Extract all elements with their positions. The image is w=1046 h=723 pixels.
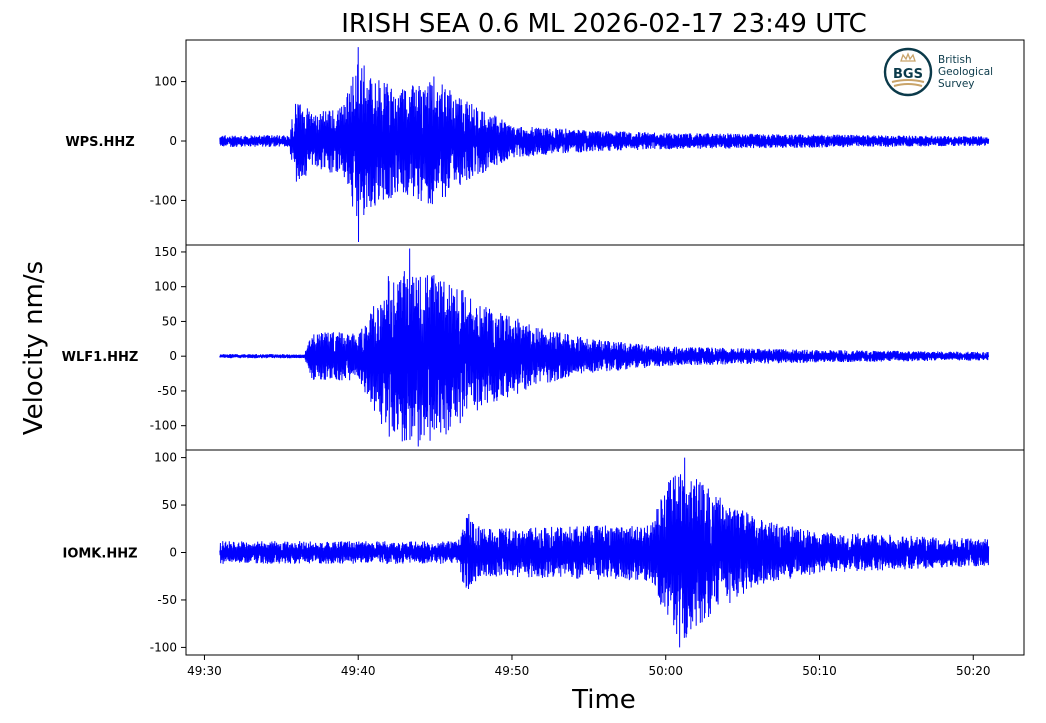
y-tick-label: 50 (162, 498, 177, 512)
y-tick-label: 100 (154, 280, 177, 294)
y-tick-label: 50 (162, 314, 177, 328)
y-tick-label: 0 (169, 349, 177, 363)
y-tick-label: 100 (154, 75, 177, 89)
panel-wlf1-hhz: 150 100 50 0 -50 -100 WLF1.HHZ (62, 244, 1025, 451)
waveform-iomk-hhz (219, 457, 990, 648)
bgs-logo-wave-2 (893, 83, 923, 87)
y-tick-label: -50 (157, 384, 177, 398)
x-tick-label: 50:00 (648, 664, 683, 678)
chart-title: IRISH SEA 0.6 ML 2026-02-17 23:49 UTC (341, 9, 867, 39)
x-tick-label: 50:10 (802, 664, 837, 678)
x-tick-label: 50:20 (956, 664, 991, 678)
bgs-logo-abbr: BGS (893, 67, 923, 82)
x-tick-label: 49:50 (495, 664, 530, 678)
station-label: WLF1.HHZ (62, 350, 139, 365)
bgs-logo-wave-1 (891, 79, 925, 83)
y-axis-title: Velocity nm/s (19, 261, 49, 435)
y-tick-label: -50 (157, 593, 177, 607)
y-tick-label: -100 (150, 419, 177, 433)
x-tick-label: 49:30 (187, 664, 222, 678)
y-tick-label: 100 (154, 451, 177, 465)
bgs-logo-line-1: British (938, 54, 972, 66)
panel-wps-hhz: 100 0 -100 WPS.HHZ (65, 39, 1025, 246)
station-label: IOMK.HHZ (62, 547, 137, 562)
x-tick-label: 49:40 (341, 664, 376, 678)
x-axis: 49:30 49:40 49:50 50:00 50:10 50:20 (187, 655, 991, 678)
bgs-logo-ring (883, 47, 933, 97)
waveform-wps-hhz (219, 47, 990, 243)
y-tick-label: 150 (154, 245, 177, 259)
waveform-wlf1-hhz (219, 248, 990, 447)
x-axis-title: Time (571, 685, 636, 715)
y-tick-label: 0 (169, 134, 177, 148)
crown-icon (900, 52, 916, 62)
bgs-logo: BGS British Geological Survey (883, 47, 993, 97)
panel-iomk-hhz: 100 50 0 -50 -100 IOMK.HHZ (62, 449, 1025, 656)
station-label: WPS.HHZ (65, 135, 134, 150)
bgs-logo-line-2: Geological (938, 66, 993, 78)
bgs-logo-line-3: Survey (938, 78, 975, 90)
y-tick-label: 0 (169, 546, 177, 560)
panels: 1000-100WPS.HHZ150100500-50-100WLF1.HHZ1… (62, 39, 1025, 656)
y-tick-label: -100 (150, 640, 177, 654)
y-tick-label: -100 (150, 193, 177, 207)
